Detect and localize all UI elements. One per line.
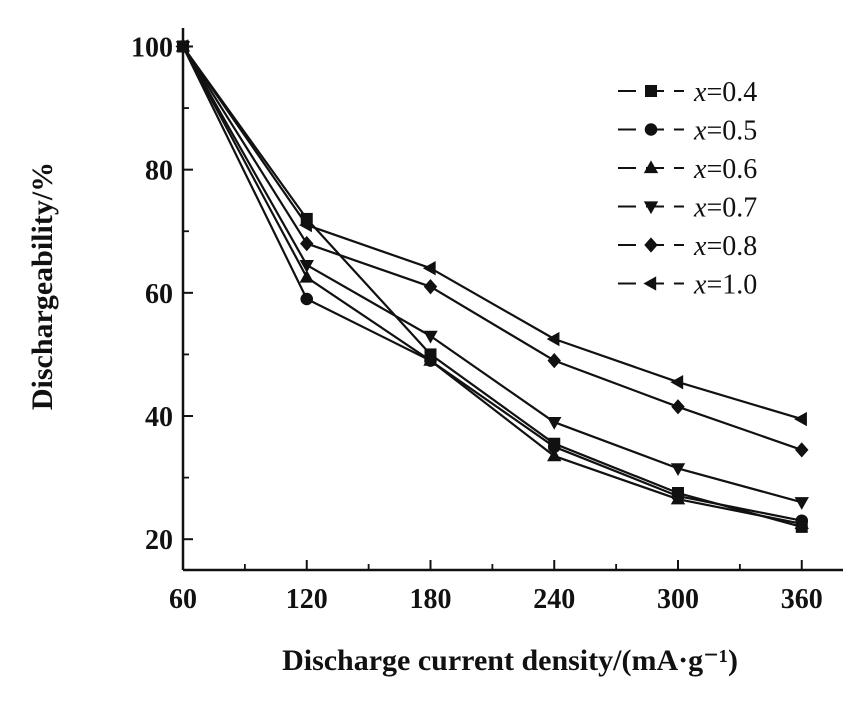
- data-point-x=1.0-300: [670, 374, 684, 390]
- axes-layer: 20 40 60 80 100 60 120 180 240 300 360: [131, 28, 843, 615]
- plot-layer: [175, 38, 809, 533]
- legend-label-variable: x: [693, 193, 707, 224]
- data-point-x=0.8-360: [795, 442, 809, 458]
- y-tick-label-20: 20: [145, 525, 173, 556]
- series-line-x=0.8: [182, 45, 803, 451]
- data-point-x=0.8-240: [547, 352, 561, 369]
- data-point-x=1.0-120: [299, 217, 312, 233]
- data-point-x=0.6-240: [547, 448, 562, 462]
- legend-marker-square: [645, 85, 657, 97]
- data-point-x=0.7-180: [423, 330, 438, 344]
- legend-label-value: =0.6: [706, 154, 757, 185]
- data-point-x=0.6-360: [794, 516, 809, 529]
- series-x=0.6: [175, 38, 809, 529]
- y-tick-label-80: 80: [145, 156, 173, 187]
- data-point-x=0.7-240: [547, 417, 562, 430]
- data-point-x=1.0-240: [546, 331, 560, 347]
- legend-item-x=0.4: x=0.4: [618, 77, 757, 108]
- legend-label: x=0.4: [693, 77, 757, 108]
- legend-label-value: =0.7: [706, 193, 757, 224]
- series-line-x=0.5: [182, 46, 803, 522]
- legend: x=0.4x=0.5x=0.6x=0.7x=0.8x=1.0: [618, 77, 757, 301]
- legend-item-x=1.0: x=1.0: [618, 270, 757, 301]
- legend-marker-triangle-left: [643, 276, 657, 291]
- x-tick-label-180: 180: [410, 584, 452, 615]
- series-line-x=0.4: [182, 45, 803, 528]
- legend-label-value: =1.0: [706, 270, 757, 301]
- data-point-x=1.0-180: [422, 261, 436, 276]
- x-tick-label-240: 240: [533, 584, 575, 615]
- series-line-x=1.0: [182, 45, 803, 421]
- y-tick-label-100: 100: [131, 32, 173, 63]
- legend-label-variable: x: [693, 231, 707, 262]
- legend-label: x=0.8: [693, 231, 757, 262]
- series-line-x=0.7: [182, 45, 803, 504]
- x-axis-label: Discharge current density/(mA·g⁻¹): [282, 644, 738, 677]
- data-point-x=0.8-180: [423, 279, 438, 295]
- legend-marker-triangle-down: [643, 201, 659, 215]
- legend-item-x=0.5: x=0.5: [618, 116, 757, 147]
- data-point-x=0.5-120: [300, 292, 314, 306]
- legend-label-variable: x: [693, 116, 707, 147]
- legend-marker-diamond: [644, 237, 658, 253]
- data-point-x=0.6-120: [299, 269, 314, 283]
- legend-label-value: =0.5: [706, 116, 757, 147]
- y-axis-label: Dischargeability/%: [26, 162, 59, 410]
- x-tick-label-120: 120: [286, 584, 328, 615]
- x-tick-label-60: 60: [169, 584, 197, 615]
- legend-marker-triangle-up: [643, 160, 659, 174]
- legend-label-variable: x: [693, 154, 707, 185]
- legend-item-x=0.6: x=0.6: [618, 154, 757, 185]
- data-point-x=1.0-360: [794, 411, 807, 427]
- x-tick-label-300: 300: [657, 584, 699, 615]
- data-point-x=0.7-360: [794, 497, 809, 510]
- legend-label: x=0.5: [693, 116, 757, 147]
- legend-label-variable: x: [693, 270, 707, 301]
- data-point-x=0.8-300: [671, 399, 685, 415]
- legend-item-x=0.7: x=0.7: [618, 193, 757, 224]
- legend-label: x=0.7: [693, 193, 757, 224]
- y-tick-label-60: 60: [145, 279, 173, 310]
- x-tick-label-360: 360: [781, 584, 823, 615]
- legend-label-value: =0.4: [706, 77, 757, 108]
- data-point-x=0.6-180: [423, 352, 438, 366]
- data-point-x=0.6-300: [670, 491, 686, 505]
- series-line-x=0.6: [182, 45, 803, 525]
- legend-marker-circle: [644, 123, 658, 136]
- data-point-x=0.7-300: [670, 463, 686, 476]
- legend-label-variable: x: [693, 77, 707, 108]
- data-point-x=0.7-120: [299, 259, 314, 273]
- y-tick-label-40: 40: [145, 402, 173, 433]
- series-x=0.8: [176, 38, 809, 458]
- legend-label-value: =0.8: [706, 231, 757, 262]
- legend-label: x=1.0: [693, 270, 757, 301]
- legend-item-x=0.8: x=0.8: [618, 231, 757, 262]
- data-point-x=0.8-120: [300, 235, 314, 252]
- legend-label: x=0.6: [693, 154, 757, 185]
